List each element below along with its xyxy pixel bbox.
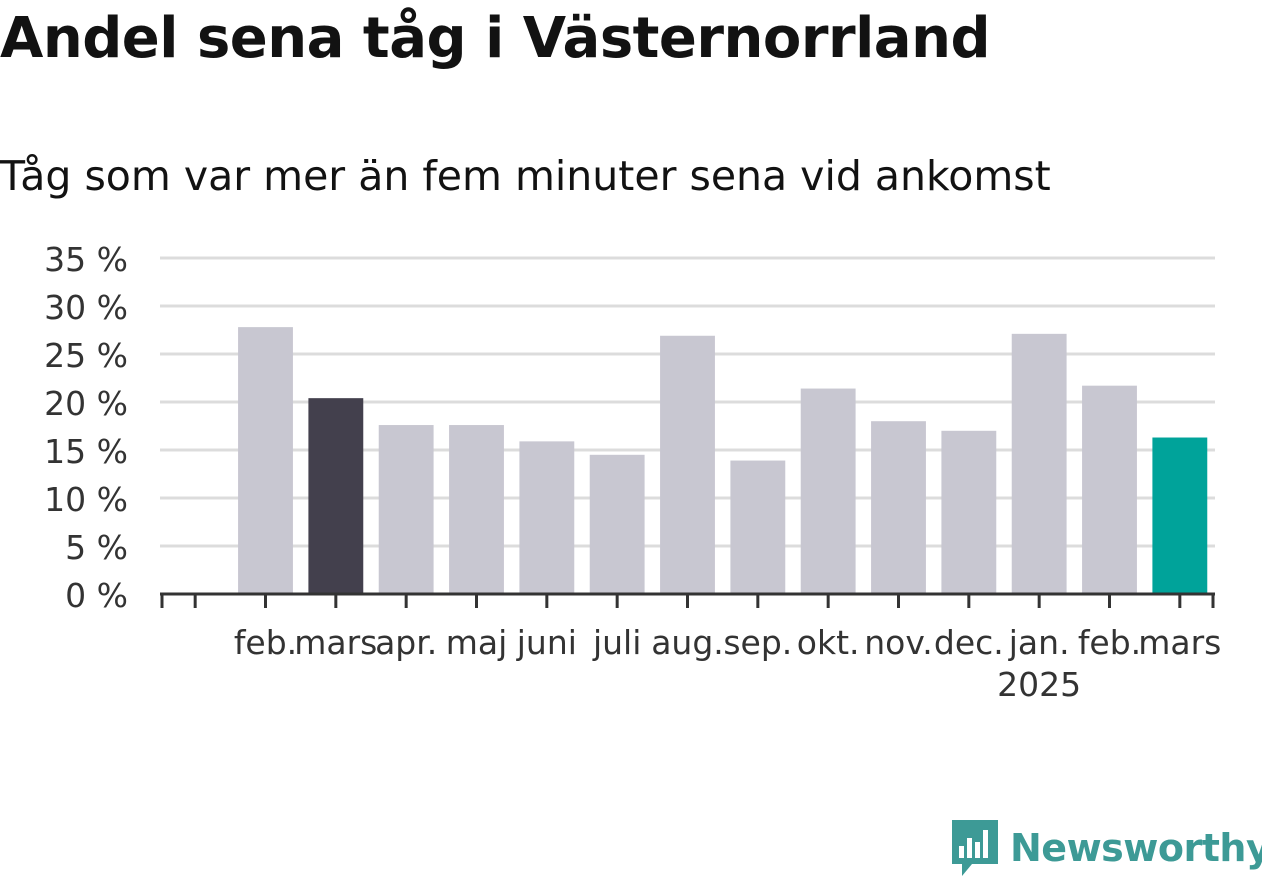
bar <box>660 335 715 594</box>
y-axis-ticks: 0 % 5 % 10 % 15 % 20 % 25 % 30 % 35 % <box>44 240 128 615</box>
bar <box>378 425 434 594</box>
brand: Newsworthy <box>950 818 1262 878</box>
bar <box>449 425 504 594</box>
x-tick-label: aug. <box>651 623 724 662</box>
y-tick-label: 30 % <box>44 288 128 327</box>
bar <box>1152 437 1208 594</box>
chart-subtitle: Tåg som var mer än fem minuter sena vid … <box>0 152 1051 200</box>
bar <box>941 430 997 594</box>
x-tick-label: dec. <box>934 623 1004 662</box>
bar <box>308 398 364 594</box>
newsworthy-logo-icon <box>952 820 998 876</box>
bar <box>730 460 786 594</box>
x-tick-label: sep. <box>723 623 792 662</box>
x-tick-label: mars <box>1138 623 1221 662</box>
bar <box>519 441 575 594</box>
bar <box>1011 333 1067 594</box>
x-tick-label: okt. <box>797 623 860 662</box>
bar <box>800 388 856 594</box>
x-tick-label: feb. <box>1078 623 1141 662</box>
x-tick-label: feb. <box>234 623 297 662</box>
y-tick-label: 15 % <box>44 432 128 471</box>
y-tick-label: 20 % <box>44 384 128 423</box>
x-tick-label: juni <box>516 623 577 662</box>
x-tick-label: maj <box>446 623 508 662</box>
y-tick-label: 25 % <box>44 336 128 375</box>
bar <box>871 421 926 594</box>
bar <box>589 454 645 594</box>
x-tick-label: nov. <box>864 623 933 662</box>
x-tick-label: apr. <box>375 623 437 662</box>
y-tick-label: 0 % <box>65 576 128 615</box>
x-year-label: 2025 <box>997 665 1081 704</box>
bar <box>1082 385 1137 594</box>
y-tick-label: 5 % <box>65 528 128 567</box>
chart-title: Andel sena tåg i Västernorrland <box>0 6 991 71</box>
y-tick-label: 35 % <box>44 240 128 279</box>
brand-name: Newsworthy <box>1010 826 1262 870</box>
x-tick-label: jan. <box>1008 623 1070 662</box>
y-tick-label: 10 % <box>44 480 128 519</box>
x-tick-label: juli <box>592 623 641 662</box>
bar <box>238 327 293 594</box>
bars <box>238 327 1208 594</box>
x-tick-label: mars <box>294 623 377 662</box>
